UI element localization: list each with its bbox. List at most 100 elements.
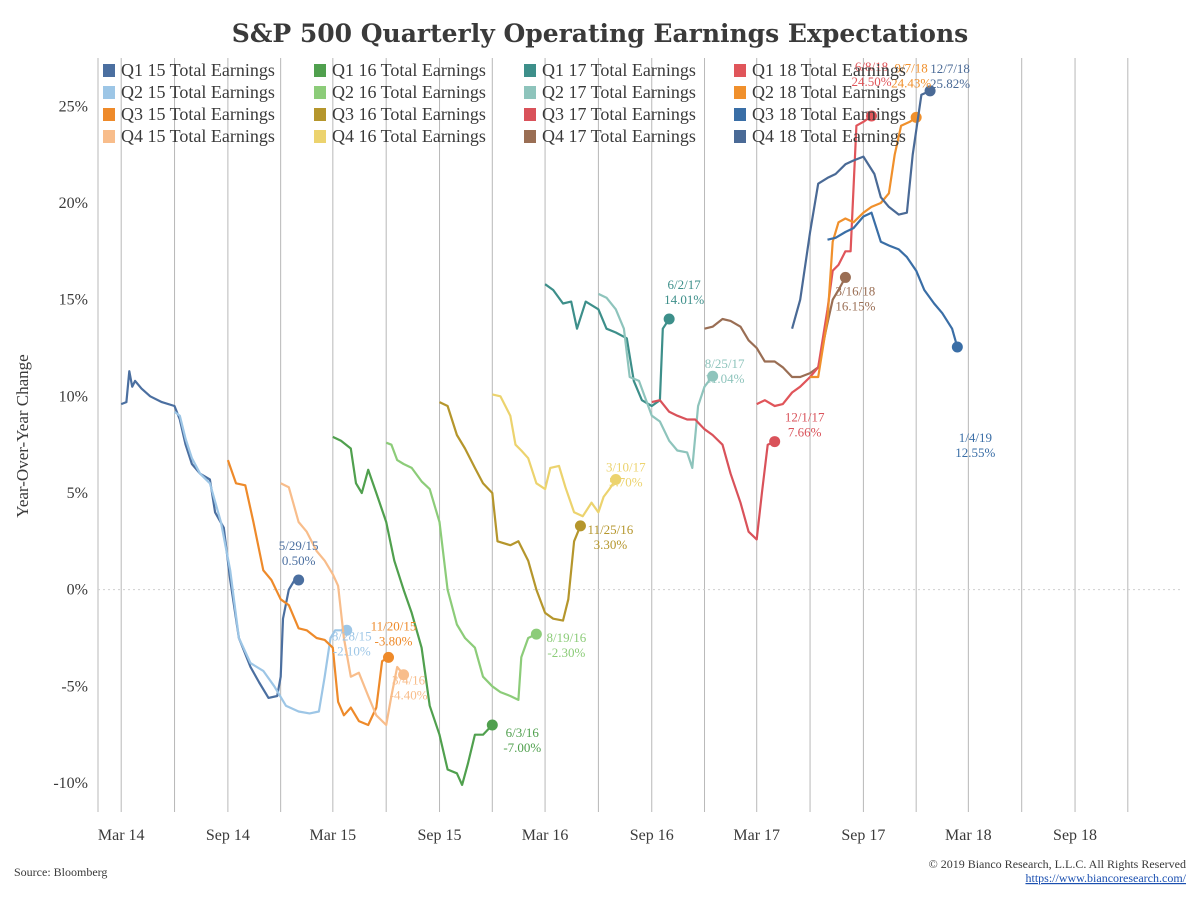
series-end-marker [530,628,542,640]
legend-swatch [314,108,326,121]
legend-swatch [103,130,115,143]
series-end-marker [610,473,622,485]
legend-label: Q2 16 Total Earnings [332,82,486,102]
legend-item: Q3 15 Total Earnings [103,104,275,124]
x-axis: Mar 14 Sep 14 Mar 15 Sep 15 Mar 16 Sep 16 Mar … [98,827,1097,844]
legend-label: Q1 15 Total Earnings [121,60,275,80]
series-end-marker [574,520,586,532]
series-end-marker [910,111,922,123]
series-end-marker [663,313,675,325]
legend-swatch [524,130,536,143]
legend-item: Q4 15 Total Earnings [103,126,275,146]
legend-label: Q3 15 Total Earnings [121,104,275,124]
legend-swatch [524,86,536,99]
series-line [226,459,390,727]
legend-swatch [314,130,326,143]
legend-item: Q2 16 Total Earnings [314,82,486,102]
series-end-marker [707,370,719,382]
end-label-date: 12/1/17 [785,410,825,425]
end-label-value: -4.40% [390,688,428,703]
legend-item: Q2 17 Total Earnings [524,82,696,102]
series-end-marker [866,110,878,122]
series-end-marker [398,669,410,681]
series-line [597,292,714,469]
end-label-date: 3/16/18 [836,283,876,298]
y-tick-label: -5% [61,678,88,695]
y-tick-label: -10% [53,775,88,792]
legend-label: Q2 15 Total Earnings [121,82,275,102]
legend-item: Q1 16 Total Earnings [314,60,486,80]
end-label-date: 8/19/16 [546,630,586,645]
x-tick-label: Sep 16 [630,827,674,844]
legend-label: Q4 15 Total Earnings [121,126,275,146]
y-tick-label: 10% [59,388,88,405]
end-label-value: 12.55% [955,445,995,460]
series-line [280,482,405,727]
x-tick-label: Sep 14 [206,827,250,844]
legend-item: Q1 17 Total Earnings [524,60,696,80]
legend-item: Q2 15 Total Earnings [103,82,275,102]
legend-label: Q3 17 Total Earnings [542,104,696,124]
end-label-date: 8/28/15 [332,628,372,643]
end-label-date: 3/10/17 [606,459,646,474]
end-annotations: 5/29/150.50% 8/28/15-2.10%11/20/15-3.80% 3… [279,59,996,755]
website-link[interactable]: https://www.biancoresearch.com/ [1025,871,1186,885]
end-label-date: 11/25/16 [588,522,634,537]
end-label-date: 8/25/17 [705,356,745,371]
legend-swatch [103,64,115,77]
end-label-date: 12/7/18 [930,61,970,76]
y-tick-label: 15% [59,292,88,309]
legend-label: Q3 16 Total Earnings [332,104,486,124]
legend-label: Q2 17 Total Earnings [542,82,696,102]
end-label-value: 7.66% [788,425,822,440]
source-note: Source: Bloomberg [14,865,107,879]
y-axis-title: Year-Over-Year Change [13,354,32,517]
series-end-marker [839,271,851,283]
series-line [173,410,347,715]
series-line [827,211,959,348]
end-label-value: 16.15% [835,298,875,313]
series-line [651,399,776,541]
series-end-marker [383,651,395,663]
end-label-date: 5/29/15 [279,538,319,553]
legend-label: Q2 18 Total Earnings [752,82,906,102]
series-line [439,401,582,622]
end-label-date: 11/20/15 [371,618,417,633]
end-label-value: 11.04% [705,371,745,386]
legend-item: Q4 16 Total Earnings [314,126,486,146]
legend-item: Q3 17 Total Earnings [524,104,696,124]
end-label-value: 5.70% [609,474,643,489]
series-line [385,441,537,701]
chart-title: S&P 500 Quarterly Operating Earnings Exp… [232,19,968,48]
series-lines [120,85,963,786]
series-line [120,370,299,699]
legend-item: Q1 18 Total Earnings [734,60,906,80]
series-end-marker [951,341,963,353]
legend-item: Q3 18 Total Earnings [734,104,906,124]
end-label-value: 24.43% [891,75,931,90]
end-label-value: 0.50% [282,553,316,568]
x-tick-label: Mar 16 [522,827,569,844]
legend-swatch [524,108,536,121]
x-tick-label: Sep 18 [1053,827,1097,844]
end-label-date: 6/8/18 [855,59,888,74]
y-axis: 25% 20% 15% 10% 5% 0% -5% -10% [53,98,88,792]
legend-swatch [314,86,326,99]
legend-item: Q4 18 Total Earnings [734,126,906,146]
series-end-marker [486,719,498,731]
series-line [492,393,617,518]
legend-item: Q3 16 Total Earnings [314,104,486,124]
x-tick-label: Mar 17 [733,827,780,844]
end-label-date: 1/4/19 [959,430,992,445]
legend-label: Q1 17 Total Earnings [542,60,696,80]
end-label-date: 9/7/18 [895,60,928,75]
series-line [810,116,917,379]
y-tick-label: 25% [59,98,88,115]
series-end-marker [924,85,936,97]
series-line [332,435,494,786]
legend-swatch [734,64,746,77]
series-line [791,89,931,329]
end-label-value: -7.00% [503,740,541,755]
